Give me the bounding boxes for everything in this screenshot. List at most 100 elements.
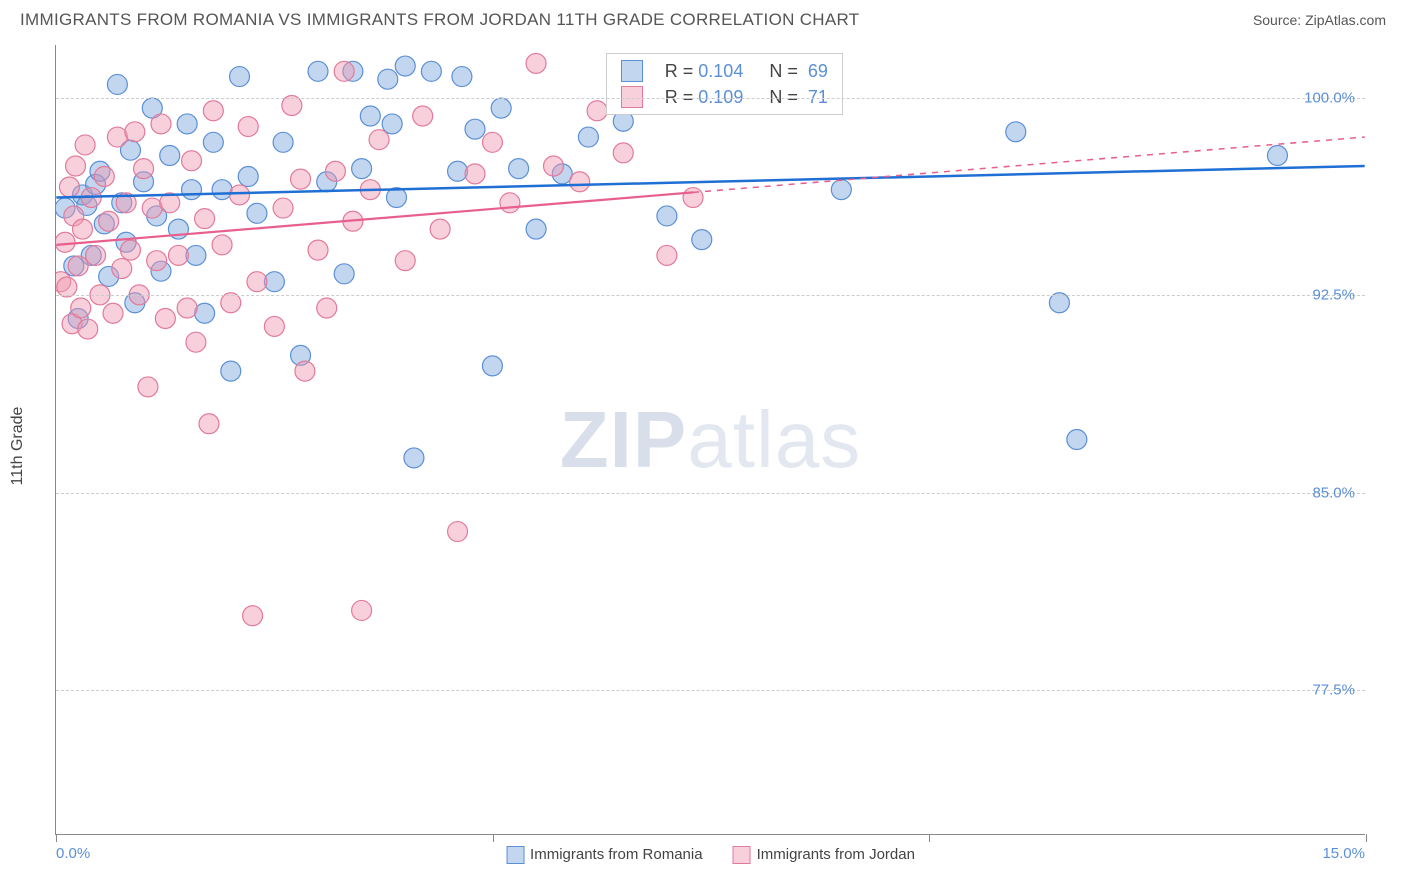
data-point: [465, 119, 485, 139]
data-point: [500, 193, 520, 213]
data-point: [264, 316, 284, 336]
legend-label: Immigrants from Romania: [530, 846, 703, 863]
y-tick-label: 85.0%: [1312, 484, 1355, 501]
x-tick: [1366, 834, 1367, 842]
data-point: [199, 414, 219, 434]
data-point: [360, 106, 380, 126]
data-point: [465, 164, 485, 184]
data-point: [570, 172, 590, 192]
data-point: [657, 245, 677, 265]
x-tick-label-right: 15.0%: [1322, 845, 1365, 862]
data-point: [308, 61, 328, 81]
data-point: [212, 235, 232, 255]
gridline: [56, 295, 1365, 296]
data-point: [482, 132, 502, 152]
legend-label: Immigrants from Jordan: [757, 846, 915, 863]
data-point: [247, 272, 267, 292]
data-point: [395, 56, 415, 76]
legend-item: Immigrants from Jordan: [733, 846, 915, 864]
data-point: [59, 177, 79, 197]
data-point: [177, 114, 197, 134]
data-point: [73, 219, 93, 239]
data-point: [212, 180, 232, 200]
n-value: N = 69: [759, 61, 828, 82]
data-point: [112, 259, 132, 279]
data-point: [831, 180, 851, 200]
correlation-legend-row: R = 0.104 N = 69: [621, 58, 828, 84]
data-point: [352, 159, 372, 179]
data-point: [526, 53, 546, 73]
data-point: [452, 67, 472, 87]
data-point: [238, 167, 258, 187]
data-point: [107, 74, 127, 94]
data-point: [587, 101, 607, 121]
data-point: [155, 309, 175, 329]
data-point: [395, 251, 415, 271]
scatter-plot: [56, 45, 1365, 834]
data-point: [168, 245, 188, 265]
data-point: [613, 143, 633, 163]
data-point: [578, 127, 598, 147]
source-attribution: Source: ZipAtlas.com: [1253, 12, 1386, 28]
data-point: [243, 606, 263, 626]
data-point: [382, 114, 402, 134]
data-point: [94, 167, 114, 187]
data-point: [308, 240, 328, 260]
trend-line-dashed: [693, 137, 1365, 192]
data-point: [195, 209, 215, 229]
data-point: [448, 161, 468, 181]
data-point: [57, 277, 77, 297]
chart-title: IMMIGRANTS FROM ROMANIA VS IMMIGRANTS FR…: [20, 10, 859, 30]
x-tick-label-left: 0.0%: [56, 845, 90, 862]
data-point: [230, 185, 250, 205]
data-point: [273, 132, 293, 152]
data-point: [182, 180, 202, 200]
data-point: [203, 101, 223, 121]
data-point: [509, 159, 529, 179]
source-value: ZipAtlas.com: [1305, 12, 1386, 28]
data-point: [160, 145, 180, 165]
data-point: [103, 303, 123, 323]
correlation-legend: R = 0.104 N = 69R = 0.109 N = 71: [606, 53, 843, 115]
data-point: [142, 198, 162, 218]
data-point: [66, 156, 86, 176]
data-point: [182, 151, 202, 171]
y-tick-label: 92.5%: [1312, 287, 1355, 304]
data-point: [404, 448, 424, 468]
data-point: [544, 156, 564, 176]
legend-swatch: [733, 846, 751, 864]
data-point: [352, 600, 372, 620]
x-tick: [56, 834, 57, 842]
y-axis-label: 11th Grade: [9, 407, 27, 486]
data-point: [421, 61, 441, 81]
data-point: [430, 219, 450, 239]
header: IMMIGRANTS FROM ROMANIA VS IMMIGRANTS FR…: [0, 0, 1406, 35]
series-legend: Immigrants from Romania Immigrants from J…: [506, 846, 915, 864]
data-point: [683, 188, 703, 208]
data-point: [273, 198, 293, 218]
data-point: [369, 130, 389, 150]
x-tick: [929, 834, 930, 842]
data-point: [195, 303, 215, 323]
data-point: [221, 361, 241, 381]
data-point: [1006, 122, 1026, 142]
data-point: [138, 377, 158, 397]
data-point: [325, 161, 345, 181]
data-point: [413, 106, 433, 126]
data-point: [151, 114, 171, 134]
data-point: [317, 298, 337, 318]
data-point: [334, 264, 354, 284]
data-point: [107, 127, 127, 147]
data-point: [247, 203, 267, 223]
data-point: [692, 230, 712, 250]
data-point: [378, 69, 398, 89]
y-tick-label: 100.0%: [1304, 89, 1355, 106]
data-point: [71, 298, 91, 318]
legend-item: Immigrants from Romania: [506, 846, 703, 864]
gridline: [56, 98, 1365, 99]
data-point: [56, 232, 75, 252]
data-point: [482, 356, 502, 376]
data-point: [230, 67, 250, 87]
data-point: [203, 132, 223, 152]
gridline: [56, 690, 1365, 691]
